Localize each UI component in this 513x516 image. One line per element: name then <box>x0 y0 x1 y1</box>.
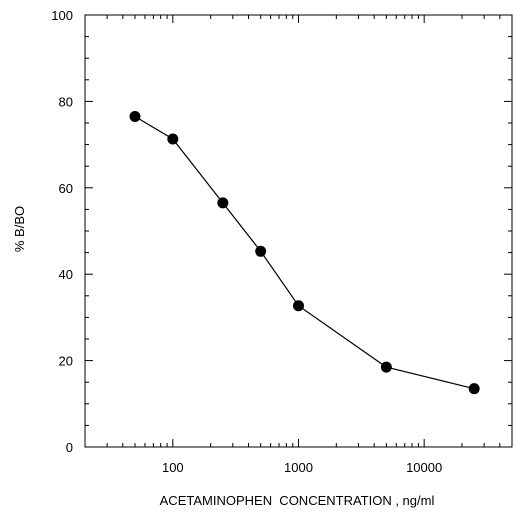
data-point <box>380 361 392 373</box>
series-line-layer <box>134 115 475 390</box>
y-tick-label: 80 <box>59 94 73 109</box>
data-point <box>293 300 304 312</box>
data-point <box>468 383 480 395</box>
x-axis-title: ACETAMINOPHEN CONCENTRATION , ng/ml <box>160 493 435 508</box>
y-tick-label: 100 <box>51 8 73 23</box>
data-point <box>167 133 179 145</box>
data-point <box>255 245 267 257</box>
y-tick-label: 0 <box>66 440 73 455</box>
data-point <box>129 111 141 123</box>
data-point <box>217 197 229 209</box>
x-axis-ticks: 100 1000 10000 <box>84 15 513 475</box>
x-tick-label: 1000 <box>284 460 313 475</box>
series-line <box>134 115 475 390</box>
x-tick-label: 10000 <box>406 460 442 475</box>
y-tick-label: 20 <box>59 354 73 369</box>
data-points <box>129 111 480 395</box>
y-tick-label: 60 <box>59 181 73 196</box>
y-tick-label: 40 <box>59 267 73 282</box>
y-axis-title: % B/BO <box>12 206 27 252</box>
x-tick-label: 100 <box>162 460 184 475</box>
y-axis-ticks: 0 20 40 60 80 100 <box>51 8 512 455</box>
